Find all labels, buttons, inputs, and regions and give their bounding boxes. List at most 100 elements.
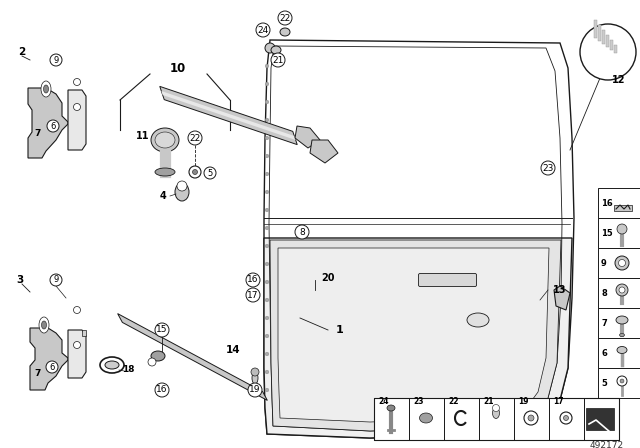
Ellipse shape	[151, 128, 179, 152]
Circle shape	[265, 280, 269, 284]
Circle shape	[265, 118, 269, 122]
Circle shape	[265, 388, 269, 392]
Circle shape	[265, 226, 269, 230]
Circle shape	[541, 161, 555, 175]
Bar	[598, 218, 640, 248]
Circle shape	[563, 415, 568, 421]
Bar	[602, 30, 605, 44]
Text: 22: 22	[189, 134, 200, 142]
Circle shape	[256, 23, 270, 37]
Circle shape	[50, 54, 62, 66]
Polygon shape	[68, 90, 86, 150]
Ellipse shape	[155, 132, 175, 148]
Ellipse shape	[252, 372, 258, 384]
Bar	[594, 20, 597, 38]
Polygon shape	[310, 140, 338, 163]
Circle shape	[265, 154, 269, 158]
Polygon shape	[160, 86, 297, 145]
Circle shape	[265, 262, 269, 266]
Circle shape	[265, 316, 269, 320]
Text: 23: 23	[413, 396, 424, 405]
Ellipse shape	[39, 317, 49, 333]
Text: 16: 16	[601, 198, 612, 207]
Circle shape	[265, 370, 269, 374]
Text: 7: 7	[35, 129, 41, 138]
Bar	[374, 398, 409, 440]
Ellipse shape	[105, 361, 119, 369]
Bar	[598, 278, 640, 308]
Ellipse shape	[265, 43, 275, 53]
Bar	[549, 398, 584, 440]
Bar	[610, 40, 613, 50]
Circle shape	[271, 53, 285, 67]
Circle shape	[204, 167, 216, 179]
Ellipse shape	[419, 413, 433, 423]
Text: 20: 20	[321, 273, 335, 283]
Text: 24: 24	[257, 26, 269, 34]
Circle shape	[189, 166, 201, 178]
Ellipse shape	[493, 408, 499, 418]
Text: 6: 6	[601, 349, 607, 358]
Polygon shape	[278, 248, 549, 422]
Circle shape	[560, 412, 572, 424]
Ellipse shape	[155, 168, 175, 176]
Circle shape	[615, 256, 629, 270]
Circle shape	[265, 208, 269, 212]
Bar	[598, 25, 601, 41]
Text: 17: 17	[247, 290, 259, 300]
Circle shape	[528, 415, 534, 421]
Bar	[598, 338, 640, 368]
Text: 492172: 492172	[590, 440, 624, 448]
Text: 15: 15	[156, 326, 168, 335]
Text: 24: 24	[378, 396, 388, 405]
Circle shape	[617, 224, 627, 234]
Bar	[584, 398, 619, 440]
Circle shape	[265, 352, 269, 356]
Text: 9: 9	[53, 276, 59, 284]
Bar	[598, 188, 640, 218]
Circle shape	[265, 244, 269, 248]
Circle shape	[616, 284, 628, 296]
FancyBboxPatch shape	[419, 273, 477, 287]
Circle shape	[193, 169, 198, 175]
Circle shape	[74, 103, 81, 111]
Text: 16: 16	[247, 276, 259, 284]
Polygon shape	[161, 91, 296, 140]
Circle shape	[50, 274, 62, 286]
Bar	[586, 408, 614, 430]
Bar	[598, 308, 640, 338]
Ellipse shape	[620, 333, 625, 336]
Polygon shape	[264, 238, 572, 438]
Polygon shape	[118, 314, 268, 401]
Text: 1: 1	[336, 325, 344, 335]
Circle shape	[265, 28, 269, 32]
Text: 13: 13	[553, 285, 567, 295]
Text: 11: 11	[136, 131, 150, 141]
Ellipse shape	[151, 351, 165, 361]
Ellipse shape	[175, 183, 189, 201]
Circle shape	[493, 405, 499, 412]
Circle shape	[246, 288, 260, 302]
Circle shape	[524, 411, 538, 425]
Bar	[444, 398, 479, 440]
Circle shape	[618, 259, 625, 267]
Circle shape	[295, 225, 309, 239]
Text: 19: 19	[249, 385, 260, 395]
Text: 21: 21	[272, 56, 284, 65]
Circle shape	[580, 24, 636, 80]
Text: 10: 10	[170, 61, 186, 74]
Polygon shape	[68, 330, 86, 378]
Polygon shape	[82, 330, 86, 336]
Polygon shape	[295, 126, 320, 148]
Ellipse shape	[271, 46, 281, 54]
Bar	[614, 205, 632, 211]
Bar	[598, 248, 640, 278]
Ellipse shape	[42, 321, 47, 329]
Polygon shape	[270, 240, 561, 431]
Bar	[598, 368, 640, 398]
Circle shape	[278, 11, 292, 25]
Circle shape	[265, 190, 269, 194]
Circle shape	[188, 131, 202, 145]
Text: 16: 16	[156, 385, 168, 395]
Text: 9: 9	[601, 258, 607, 267]
